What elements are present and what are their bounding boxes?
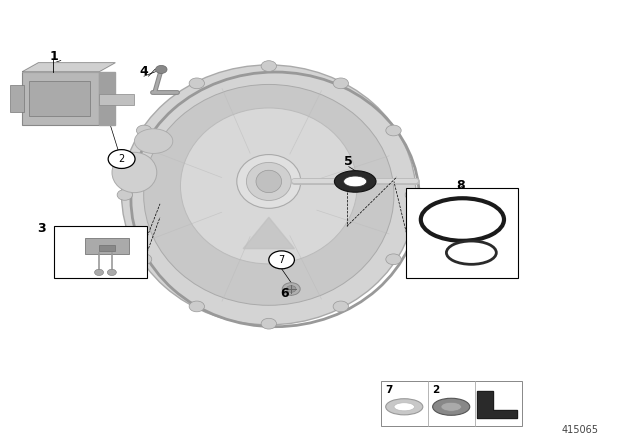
Circle shape	[95, 269, 104, 276]
Bar	[99, 94, 134, 105]
Ellipse shape	[282, 283, 300, 295]
Text: 3: 3	[37, 222, 46, 235]
Circle shape	[269, 251, 294, 269]
Polygon shape	[99, 72, 115, 125]
Ellipse shape	[246, 162, 291, 201]
Ellipse shape	[457, 246, 486, 259]
Text: 7: 7	[278, 255, 285, 265]
Polygon shape	[22, 63, 115, 72]
Ellipse shape	[287, 286, 296, 293]
Circle shape	[108, 150, 135, 168]
Text: 2: 2	[118, 154, 125, 164]
Ellipse shape	[386, 399, 423, 415]
Ellipse shape	[335, 171, 376, 192]
Circle shape	[261, 318, 276, 329]
Text: 8: 8	[456, 179, 465, 193]
Ellipse shape	[256, 170, 282, 193]
Circle shape	[333, 301, 349, 312]
Ellipse shape	[112, 152, 157, 193]
Ellipse shape	[134, 129, 173, 154]
FancyBboxPatch shape	[22, 72, 99, 125]
Ellipse shape	[344, 176, 367, 187]
Text: 5: 5	[344, 155, 353, 168]
Bar	[54, 226, 147, 278]
Circle shape	[136, 125, 152, 136]
Bar	[10, 85, 24, 112]
Circle shape	[405, 190, 420, 200]
Ellipse shape	[144, 84, 394, 306]
Polygon shape	[477, 391, 517, 418]
Ellipse shape	[433, 398, 470, 415]
Circle shape	[117, 190, 132, 200]
Ellipse shape	[447, 241, 497, 264]
Text: 415065: 415065	[561, 426, 598, 435]
Circle shape	[189, 301, 204, 312]
Circle shape	[261, 61, 276, 71]
Ellipse shape	[435, 206, 490, 233]
Circle shape	[386, 125, 401, 136]
Bar	[99, 245, 115, 251]
Text: 4: 4	[140, 65, 148, 78]
Ellipse shape	[441, 402, 461, 411]
Ellipse shape	[180, 108, 357, 264]
Text: 2: 2	[433, 385, 440, 395]
Text: 1: 1	[50, 49, 59, 63]
Ellipse shape	[421, 198, 504, 241]
Polygon shape	[243, 217, 294, 249]
Circle shape	[108, 269, 116, 276]
Bar	[29, 81, 90, 116]
FancyBboxPatch shape	[85, 238, 129, 254]
Circle shape	[333, 78, 349, 89]
Circle shape	[386, 254, 401, 265]
Bar	[381, 381, 522, 426]
Ellipse shape	[122, 65, 416, 325]
Circle shape	[189, 78, 205, 89]
Circle shape	[136, 254, 152, 265]
Ellipse shape	[394, 403, 415, 411]
Text: 7: 7	[385, 385, 393, 395]
Text: 6: 6	[280, 287, 289, 300]
Bar	[406, 188, 518, 278]
Ellipse shape	[237, 155, 301, 208]
Circle shape	[156, 65, 167, 73]
